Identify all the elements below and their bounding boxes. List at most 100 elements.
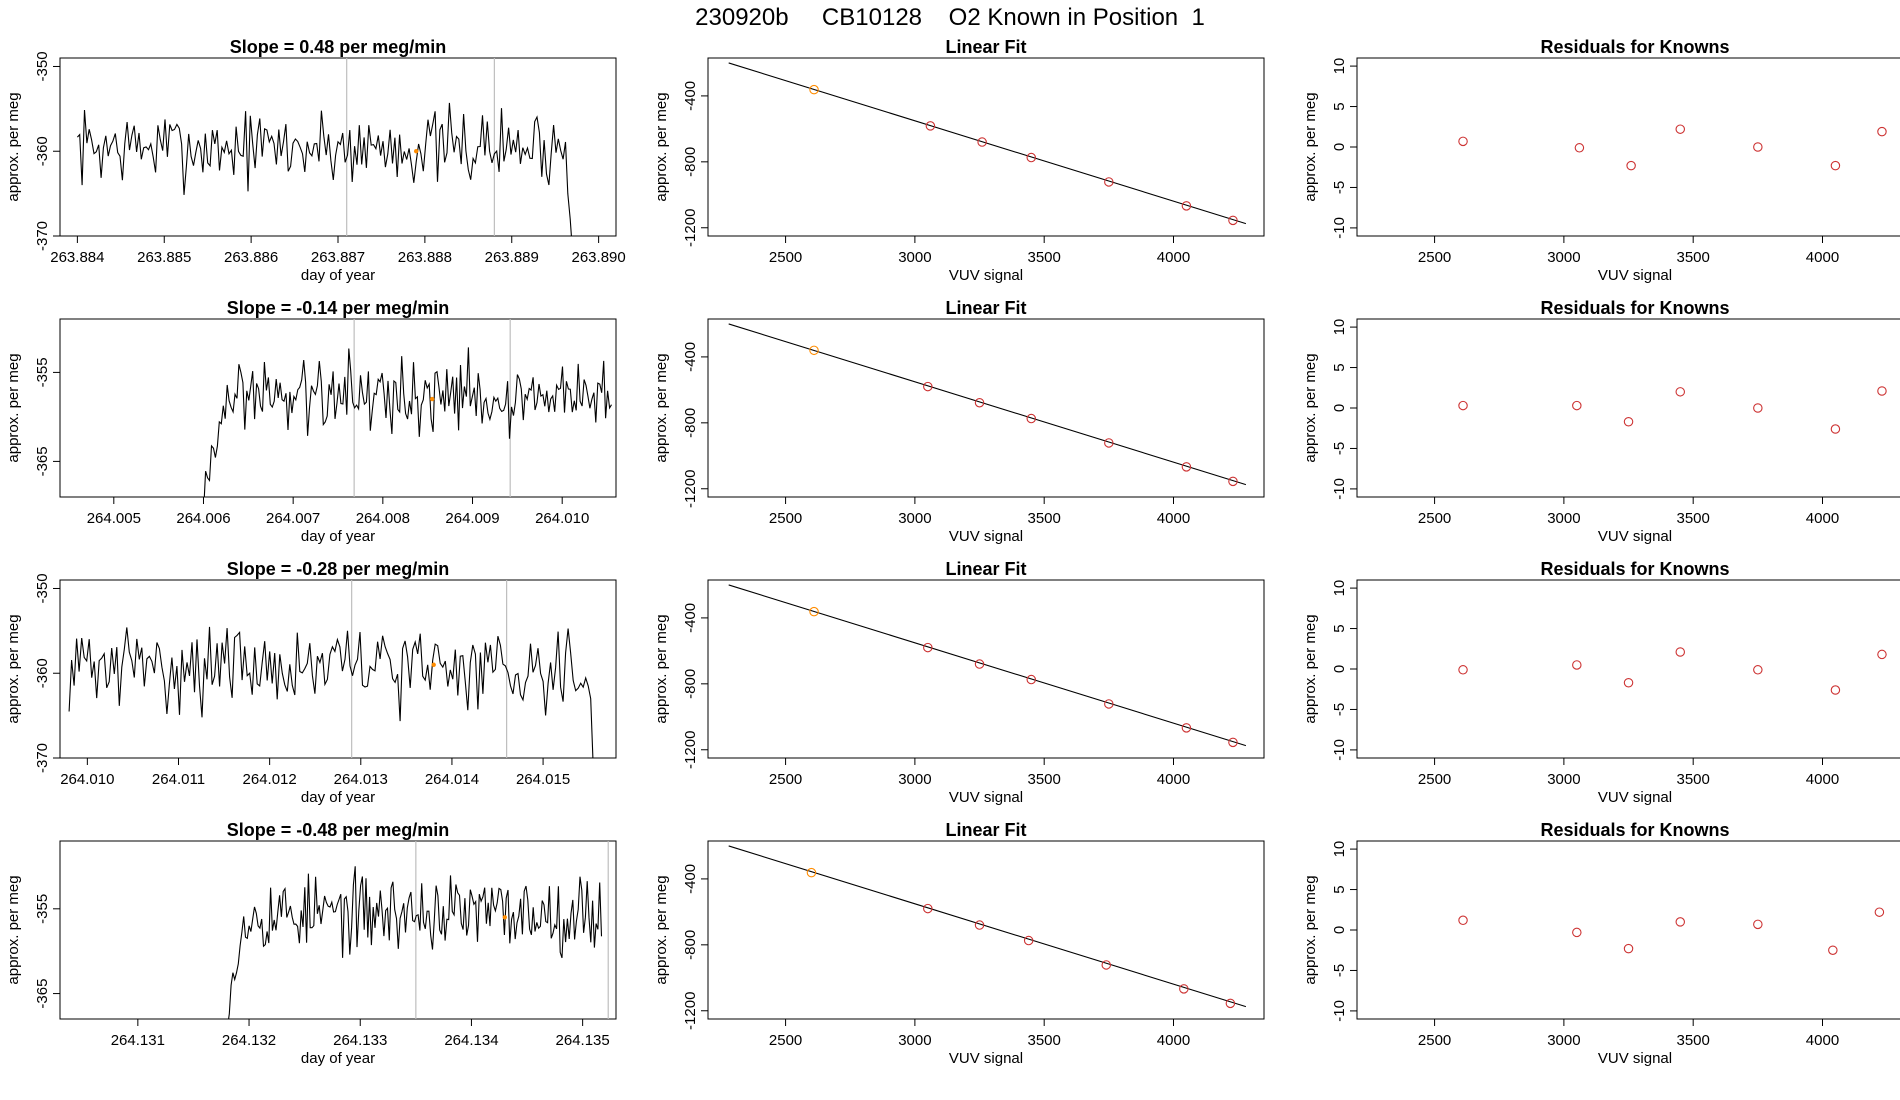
panel-title: Slope = -0.14 per meg/min (227, 298, 450, 318)
y-axis-label: approx. per meg (1302, 614, 1319, 723)
figure-title: 230920b CB10128 O2 Known in Position 1 (695, 4, 1205, 31)
x-tick-label: 4000 (1157, 510, 1190, 527)
x-axis-label: VUV signal (1598, 267, 1672, 284)
residual-point (1458, 400, 1468, 411)
residuals-4: Residuals for Knowns 2500 3000 3500 4000 -10 -… (1302, 820, 1900, 1067)
x-tick-label: 264.009 (445, 510, 499, 527)
residuals-1: Residuals for Knowns 2500 3000 3500 4000 -10 -… (1302, 37, 1900, 284)
panel-title: Linear Fit (945, 820, 1026, 840)
residual-point (1675, 387, 1686, 397)
x-tick-label: 3000 (1547, 249, 1580, 266)
y-tick-label: 0 (1331, 404, 1348, 412)
plot-area (1458, 907, 1885, 955)
residual-point (1572, 927, 1582, 938)
data-point (925, 121, 936, 131)
y-tick-label: -355 (34, 357, 51, 387)
residual-point (1675, 917, 1686, 927)
data-point (1181, 201, 1192, 211)
linear-fit-1: Linear Fit 2500 3000 3500 4000 -1200 -800 -400 V… (653, 37, 1265, 284)
plot-area (68, 580, 594, 758)
data-point (1026, 413, 1037, 424)
x-tick-label: 2500 (1418, 1032, 1451, 1049)
y-tick-label: -400 (682, 864, 699, 894)
y-tick-label: -350 (34, 573, 51, 603)
x-tick-label: 2500 (1418, 771, 1451, 788)
y-tick-label: -360 (34, 658, 51, 688)
panel-title: Slope = 0.48 per meg/min (230, 37, 447, 57)
plot-area (1458, 386, 1887, 434)
x-tick-label: 264.133 (333, 1032, 387, 1049)
data-point (1181, 723, 1192, 733)
y-tick-label: -1200 (682, 992, 699, 1030)
linear-fit-4: Linear Fit 2500 3000 3500 4000 -1200 -800 -400 V… (653, 820, 1265, 1067)
y-tick-label: -400 (682, 603, 699, 633)
plot-area (728, 62, 1247, 226)
residuals-2: Residuals for Knowns 2500 3000 3500 4000 -10 -… (1302, 298, 1900, 545)
x-tick-label: 4000 (1157, 249, 1190, 266)
residual-point (1753, 142, 1763, 152)
x-tick-label: 2500 (769, 1032, 802, 1049)
plot-area (76, 58, 572, 236)
x-axis-label: VUV signal (949, 267, 1023, 284)
y-tick-label: -365 (34, 446, 51, 476)
y-tick-label: -800 (682, 408, 699, 438)
plot-frame (707, 57, 1265, 237)
y-axis-label: approx. per meg (5, 353, 22, 462)
x-tick-label: 263.885 (137, 249, 191, 266)
x-axis-label: VUV signal (949, 789, 1023, 806)
y-tick-label: -800 (682, 930, 699, 960)
known-marker (502, 915, 507, 920)
residual-point (1572, 400, 1582, 411)
residual-point (1458, 915, 1468, 926)
y-tick-label: -1200 (682, 470, 699, 508)
y-tick-label: 10 (1331, 841, 1348, 858)
data-point (923, 381, 933, 392)
x-axis-label: day of year (301, 267, 375, 284)
data-point (806, 867, 817, 878)
data-point (974, 397, 985, 408)
timeseries-1: Slope = 0.48 per meg/min 263.884 263.885 26… (5, 37, 626, 284)
x-tick-label: 3000 (898, 510, 931, 527)
residual-point (1626, 160, 1636, 171)
panel-title: Slope = -0.28 per meg/min (227, 559, 450, 579)
data-point (974, 659, 985, 669)
x-tick-label: 4000 (1806, 510, 1839, 527)
plot-frame (59, 840, 617, 1020)
y-tick-label: -10 (1331, 478, 1348, 500)
y-tick-label: -360 (34, 136, 51, 166)
known-marker (413, 149, 419, 154)
x-axis-label: day of year (301, 528, 375, 545)
y-axis-label: approx. per meg (1302, 875, 1319, 984)
y-tick-label: -370 (34, 743, 51, 773)
data-series-line (228, 866, 603, 1019)
y-tick-label: -1200 (682, 731, 699, 769)
x-tick-label: 3000 (898, 1032, 931, 1049)
plot-frame (707, 579, 1265, 759)
x-tick-label: 263.886 (224, 249, 278, 266)
x-tick-label: 264.005 (87, 510, 141, 527)
y-tick-label: -355 (34, 894, 51, 924)
residual-point (1830, 685, 1841, 695)
data-point (1225, 998, 1236, 1009)
y-axis-label: approx. per meg (1302, 353, 1319, 462)
y-tick-label: 10 (1331, 580, 1348, 597)
panel-title: Linear Fit (945, 559, 1026, 579)
y-tick-label: -800 (682, 147, 699, 177)
y-tick-label: 5 (1331, 102, 1348, 110)
data-point (809, 345, 819, 356)
plot-frame (1356, 318, 1900, 498)
y-tick-label: -800 (682, 669, 699, 699)
panel-title: Residuals for Knowns (1540, 298, 1729, 318)
plot-area (203, 319, 612, 497)
data-point (1026, 152, 1037, 163)
x-tick-label: 263.889 (485, 249, 539, 266)
residual-point (1572, 660, 1582, 670)
plot-frame (1356, 579, 1900, 759)
data-point (1228, 737, 1238, 748)
timeseries-4: Slope = -0.48 per meg/min 264.131 264.132 2… (5, 820, 617, 1067)
data-point (1104, 177, 1114, 187)
residual-point (1753, 919, 1763, 930)
x-tick-label: 3500 (1676, 771, 1709, 788)
y-tick-label: -350 (34, 51, 51, 81)
residual-point (1675, 647, 1686, 657)
